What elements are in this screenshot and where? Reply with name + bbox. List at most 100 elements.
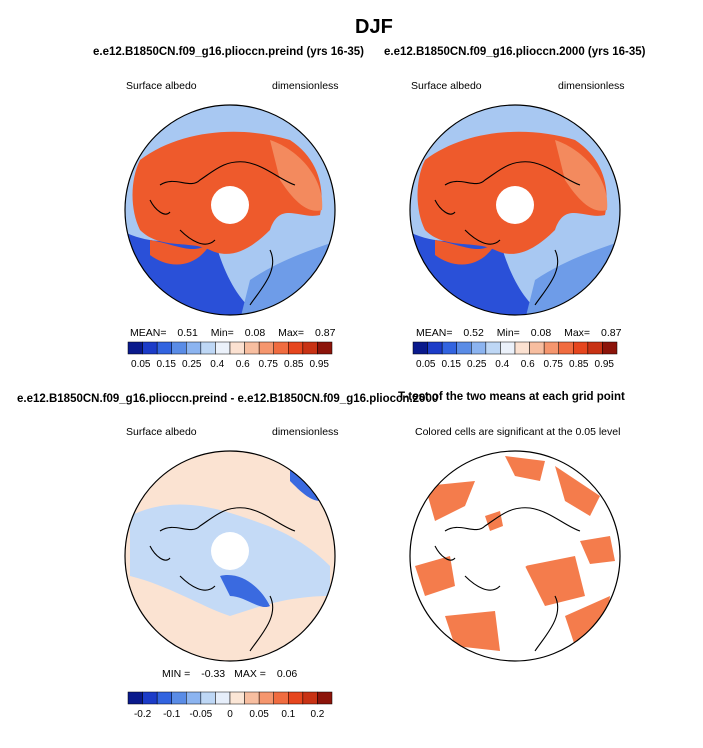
panel1-colorbar-swatch [302,341,318,355]
panel1-colorbar-tick-label: 0.95 [310,359,330,370]
panel2-colorbar-tick-label: 0.05 [416,359,436,370]
panel3-colorbar-swatch [244,691,260,705]
panel2-mean-value: 0.52 [463,327,484,339]
panel2-colorbar-swatch [543,341,559,355]
panel2-map-border [409,104,621,316]
panel1-colorbar-tick-label: 0.4 [210,359,224,370]
panel2-colorbar-swatch [558,341,574,355]
panel1-max-label: Max= [278,327,305,339]
panel1-colorbar-swatch [229,341,245,355]
panel2-stats: MEAN= 0.52 Min= 0.08 Max= 0.87 [416,327,621,339]
panel1-colorbar-swatch [142,341,158,355]
panel3-min-value: -0.33 [201,668,226,680]
panel3-colorbar-tick-label: -0.2 [134,709,152,720]
panel3-colorbar-tick-label: 0.1 [281,709,295,720]
panel3-units-label: dimensionless [272,426,339,438]
panel1-colorbar-swatch [244,341,260,355]
panel3-max-value: 0.06 [276,668,298,680]
panel2-colorbar-swatch [514,341,530,355]
panel1-colorbar-tick-label: 0.85 [284,359,304,370]
panel3-colorbar-swatch [156,691,172,705]
panel1-greenland [150,235,215,265]
panel2-colorbar-tick-label: 0.4 [495,359,509,370]
panel3-colorbar-swatch [258,691,274,705]
panel2-colorbar-tick-label: 0.75 [544,359,564,370]
panel2-colorbar-tick-label: 0.15 [442,359,462,370]
panel3-colorbar-tick-label: 0.2 [310,709,324,720]
panel2-colorbar-tick-label: 0.85 [569,359,589,370]
panel2-colorbar-swatch [456,341,472,355]
panel4-coastlines [434,507,581,652]
panel2-units-label: dimensionless [558,80,625,92]
panel2-colorbar-tick-label: 0.95 [595,359,615,370]
panel4-ttest-map [409,450,621,662]
figure-title: DJF [355,16,393,38]
panel2-colorbar-tick-label: 0.6 [521,359,535,370]
panel3-colorbar-tick-label: -0.1 [163,709,181,720]
panel3-variable-label: Surface albedo [126,426,197,438]
panel1-colorbar-tick-label: 0.75 [259,359,279,370]
panel3-colorbar-swatch [200,691,216,705]
panel3-colorbar-tick-label: 0.05 [249,709,269,720]
panel2-colorbar-swatch [529,341,545,355]
panel2-mean-label: MEAN= [416,327,453,339]
panel1-mean-value: 0.51 [177,327,198,339]
panel3-colorbar-swatch [186,691,202,705]
panel2-pole-hole [496,186,534,224]
panel4-subtitle: Colored cells are significant at the 0.0… [415,426,621,438]
panel1-map-border [124,104,336,316]
panel2-variable-label: Surface albedo [411,80,482,92]
panel1-stats: MEAN= 0.51 Min= 0.08 Max= 0.87 [130,327,335,339]
panel3-max-label: MAX = [234,668,266,680]
panel1-max-value: 0.87 [314,327,336,339]
panel3-colorbar-swatch [273,691,289,705]
panel3-colorbar-swatch [317,691,333,705]
panel4-title: T-test of the two means at each grid poi… [398,391,625,403]
panel1-coastlines [149,161,296,306]
panel3-colorbar-swatch [229,691,245,705]
panel1-land-mid [270,140,323,211]
panel1-colorbar-swatch [215,341,231,355]
panel2-colorbar-swatch [427,341,443,355]
panel2-max-label: Max= [564,327,591,339]
panel2-land-mid [555,140,608,211]
panel3-colorbar-swatch [142,691,158,705]
panel1-colorbar-tick-label: 0.25 [182,359,202,370]
panel1-colorbar-tick-label: 0.05 [131,359,151,370]
panel3-colorbar: -0.2 -0.1 -0.05 0 0.05 0.1 0.2 [127,691,333,720]
panel3-colorbar-tick-label: -0.05 [189,709,212,720]
panel1-colorbar-swatch [127,341,143,355]
panel1-colorbar-tick-label: 0.15 [157,359,177,370]
panel1-colorbar-swatch [171,341,187,355]
panel1-units-label: dimensionless [272,80,339,92]
panel3-colorbar-swatch [127,691,143,705]
panel2-title: e.e12.B1850CN.f09_g16.plioccn.2000 (yrs … [384,46,646,58]
panel2-colorbar-swatch [412,341,428,355]
panel1-colorbar: 0.05 0.15 0.25 0.4 0.6 0.75 0.85 0.95 [127,341,333,370]
panel2-colorbar-swatch [500,341,516,355]
panel1-min-value: 0.08 [244,327,266,339]
panel2-coastlines [434,161,581,306]
panel1-colorbar-swatch [156,341,172,355]
panel2-min-value: 0.08 [530,327,552,339]
panel3-colorbar-swatch [215,691,231,705]
panel3-colorbar-swatch [288,691,304,705]
panel3-pole-hole [211,532,249,570]
panel1-mean-label: MEAN= [130,327,167,339]
panel1-min-label: Min= [210,327,234,339]
panel2-colorbar-swatch [587,341,603,355]
panel1-colorbar-swatch [317,341,333,355]
panel1-colorbar-swatch [288,341,304,355]
panel3-colorbar-tick-label: 0 [227,709,233,720]
panel2-max-value: 0.87 [600,327,622,339]
panel2-colorbar-swatch [441,341,457,355]
panel2-colorbar-swatch [485,341,501,355]
panel2-colorbar-swatch [573,341,589,355]
panel2-min-label: Min= [496,327,520,339]
panel1-title: e.e12.B1850CN.f09_g16.plioccn.preind (yr… [93,46,365,58]
panel1-variable-label: Surface albedo [126,80,197,92]
panel2-albedo-map [409,104,621,316]
panel1-colorbar-swatch [200,341,216,355]
panel1-albedo-map [124,104,336,316]
panel3-stats: MIN = -0.33 MAX = 0.06 [162,668,297,680]
